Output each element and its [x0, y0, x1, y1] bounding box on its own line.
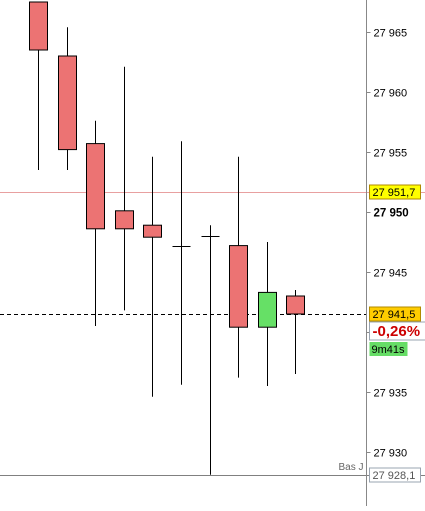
candle-body-bear: [144, 225, 162, 237]
candle-body-bear: [87, 144, 105, 229]
candle-body-bear: [230, 246, 248, 328]
change-percent-label: -0,26%: [373, 323, 421, 340]
candle-8: [259, 242, 277, 386]
y-tick-label: 27 960: [374, 88, 408, 100]
price-tag-0: 27 951,7: [370, 185, 421, 199]
candle-timer-badge: 9m41s: [370, 342, 408, 356]
reference-line-caption: Bas J: [338, 462, 363, 473]
candle-body-bear: [59, 56, 77, 150]
candles-layer: [30, 2, 305, 475]
y-tick-label: 27 930: [374, 448, 408, 460]
candle-5: [173, 141, 191, 385]
price-tag-2: 27 928,1 Bas J: [338, 462, 420, 482]
candle-body-bear: [30, 2, 48, 50]
reference-lines-layer: [0, 193, 425, 476]
candle-3: [116, 67, 134, 311]
price-tags-layer: 27 951,7 27 941,5 27 928,1 Bas J -0,26% 9m41s: [338, 185, 425, 482]
candle-body-bear: [116, 211, 134, 229]
y-tick-label: 27 955: [374, 148, 408, 160]
y-axis: 27 965 27 960 27 955 27 950 27 945 27 935 27 9…: [367, 0, 409, 506]
candle-1: [59, 27, 77, 170]
y-tick-label: 27 950: [374, 208, 409, 220]
price-tag-label: 27 951,7: [373, 187, 416, 199]
candle-timer-label: 9m41s: [372, 344, 406, 356]
candle-body-bull: [259, 292, 277, 327]
candle-7: [230, 157, 248, 378]
price-tag-label: 27 928,1: [373, 470, 416, 482]
y-tick-label: 27 965: [374, 28, 408, 40]
candle-6: [202, 225, 220, 475]
candle-2: [87, 121, 105, 326]
candle-9: [287, 290, 305, 374]
y-tick-label: 27 945: [374, 268, 408, 280]
change-percent-badge: -0,26%: [370, 322, 425, 340]
y-tick-label: 27 935: [374, 388, 408, 400]
candle-0: [30, 2, 48, 170]
price-tag-label: 27 941,5: [373, 309, 416, 321]
price-tag-1: 27 941,5: [370, 307, 421, 321]
candle-body-bear: [287, 296, 305, 314]
